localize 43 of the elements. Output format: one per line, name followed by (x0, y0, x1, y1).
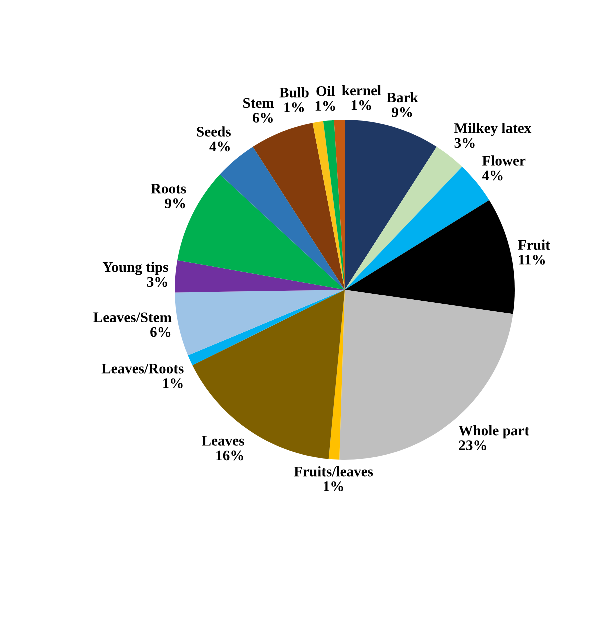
slice-label: Flower (482, 156, 526, 166)
pie-slice (328, 290, 345, 460)
data-label: 6% (150, 327, 171, 338)
slice-label: Bark (387, 92, 418, 103)
data-label: 16% (216, 450, 244, 461)
data-label: 1% (324, 482, 344, 492)
data-label: 3% (147, 277, 168, 288)
pie-slice (175, 290, 345, 356)
slice-label: Oil (316, 86, 336, 96)
slice-label: Roots (151, 184, 186, 194)
slice-label: Whole part (458, 425, 530, 439)
slice-label: Young tips (102, 262, 168, 276)
pie-slice (323, 120, 345, 290)
pie-slice (175, 260, 345, 293)
slice-label: Fruit (518, 240, 550, 250)
data-label: 4% (210, 142, 230, 152)
data-label: 1% (316, 101, 336, 112)
data-label: 1% (163, 378, 183, 388)
pie-slice (345, 146, 462, 290)
data-label: 1% (284, 102, 304, 113)
slice-label: Leaves (202, 436, 244, 446)
pie-slice (253, 123, 345, 290)
slice-label: Stem (244, 98, 274, 108)
pie-slice (188, 290, 345, 366)
data-label: 6% (252, 113, 273, 123)
slice-label: Fruits/leaves (294, 466, 374, 477)
slice-label: Leaves/Roots (102, 364, 184, 374)
slice-label: Bulb (280, 87, 309, 98)
data-label: 9% (392, 108, 412, 118)
data-label: 1% (352, 100, 372, 110)
slice-label: Seeds (197, 126, 231, 137)
pie-slice (312, 121, 345, 290)
data-label: 4% (482, 170, 503, 181)
data-label: 23% (459, 440, 486, 450)
slice-label: Leaves/Stem (94, 312, 172, 322)
data-label: 11% (519, 254, 546, 265)
slice-label: Milkey latex (454, 123, 532, 136)
data-label: 9% (165, 198, 186, 209)
pie-slice (192, 290, 345, 460)
pie-slice (345, 200, 515, 314)
slice-label: kernel (342, 85, 382, 96)
data-label: 3% (454, 138, 475, 148)
pie-slice (345, 120, 437, 290)
